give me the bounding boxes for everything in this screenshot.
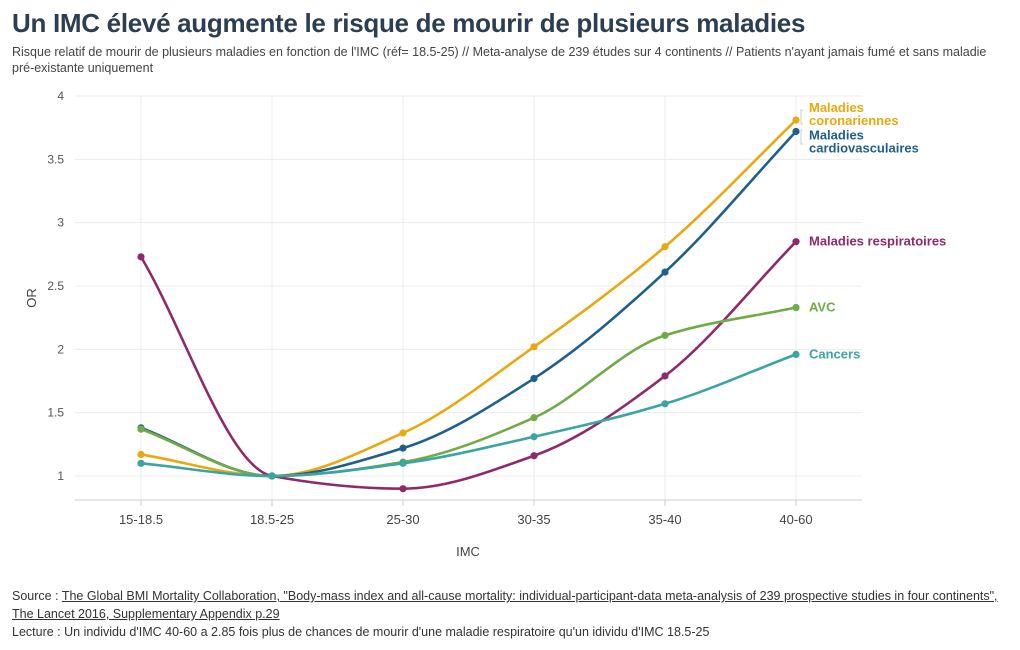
x-tick-label: 18.5-25 bbox=[250, 512, 294, 527]
x-tick-label: 25-30 bbox=[386, 512, 419, 527]
data-point-maladies-respiratoires bbox=[661, 372, 669, 380]
data-point-maladies-respiratoires bbox=[399, 485, 407, 493]
footer: Source : The Global BMI Mortality Collab… bbox=[12, 587, 1007, 641]
series-group bbox=[137, 116, 800, 493]
series-labels: MaladiescoronariennesMaladiescardiovascu… bbox=[800, 100, 946, 361]
chart-subtitle: Risque relatif de mourir de plusieurs ma… bbox=[12, 45, 987, 75]
y-tick-label: 1 bbox=[57, 469, 64, 483]
data-point-maladies-coronariennes bbox=[530, 343, 538, 351]
data-point-cancers bbox=[530, 433, 538, 441]
data-point-avc bbox=[792, 303, 800, 312]
y-tick-label: 2 bbox=[57, 342, 64, 356]
data-point-cancers bbox=[137, 459, 145, 467]
data-point-cancers bbox=[661, 400, 669, 408]
data-point-cancers bbox=[792, 350, 800, 358]
x-tick-label: 15-18.5 bbox=[119, 512, 163, 527]
series-line-maladies-respiratoires bbox=[139, 240, 798, 490]
y-tick-label: 2.5 bbox=[47, 279, 64, 293]
series-line-maladies-cardiovasculaires bbox=[139, 130, 798, 478]
label-leader bbox=[800, 109, 803, 125]
series-label-maladies-coronariennes: coronariennes bbox=[809, 113, 899, 128]
y-tick-label: 4 bbox=[57, 89, 64, 103]
data-point-avc bbox=[530, 414, 538, 422]
data-point-avc bbox=[137, 425, 145, 433]
series-label-maladies-coronariennes: Maladies bbox=[809, 100, 864, 115]
source-link[interactable]: The Global BMI Mortality Collaboration, … bbox=[12, 589, 998, 621]
y-axis-ticks: 1 1.5 2 2.5 3 3.5 4 bbox=[47, 89, 64, 483]
y-tick-label: 3.5 bbox=[47, 152, 64, 166]
data-point-maladies-respiratoires bbox=[530, 452, 538, 460]
data-point-maladies-respiratoires bbox=[792, 238, 800, 246]
source-line: Source : The Global BMI Mortality Collab… bbox=[12, 587, 1007, 623]
data-point-maladies-coronariennes bbox=[137, 450, 145, 459]
data-point-maladies-cardiovasculaires bbox=[792, 127, 800, 136]
data-point-maladies-coronariennes bbox=[661, 243, 669, 251]
data-point-cancers bbox=[399, 459, 407, 467]
data-point-cancers bbox=[268, 472, 276, 480]
y-tick-label: 3 bbox=[57, 216, 64, 230]
data-point-maladies-coronariennes bbox=[399, 429, 407, 437]
data-point-maladies-coronariennes bbox=[792, 116, 800, 124]
series-label-cancers: Cancers bbox=[809, 346, 860, 361]
data-point-maladies-cardiovasculaires bbox=[530, 374, 538, 383]
data-point-avc bbox=[661, 331, 669, 339]
series-line-maladies-coronariennes bbox=[139, 118, 798, 478]
source-prefix: Source : bbox=[12, 589, 62, 603]
x-tick-label: 30-35 bbox=[517, 512, 550, 527]
series-label-maladies-cardiovasculaires: cardiovasculaires bbox=[809, 140, 919, 155]
chart-title: Un IMC élevé augmente le risque de mouri… bbox=[12, 8, 806, 38]
data-point-maladies-respiratoires bbox=[137, 253, 145, 261]
series-line-cancers bbox=[139, 353, 798, 478]
x-tick-label: 35-40 bbox=[648, 512, 681, 527]
reading-note: Lecture : Un individu d'IMC 40-60 a 2.85… bbox=[12, 625, 710, 639]
label-leader bbox=[800, 129, 803, 145]
data-point-maladies-cardiovasculaires bbox=[661, 268, 669, 276]
y-tick-label: 1.5 bbox=[47, 406, 64, 420]
data-point-maladies-cardiovasculaires bbox=[399, 444, 407, 452]
series-label-maladies-respiratoires: Maladies respiratoires bbox=[809, 234, 946, 249]
x-tick-label: 40-60 bbox=[779, 512, 812, 527]
series-label-maladies-cardiovasculaires: Maladies bbox=[809, 127, 864, 142]
grid-lines bbox=[75, 95, 862, 500]
y-axis-label: OR bbox=[24, 288, 39, 308]
x-axis-ticks: 15-18.5 18.5-25 25-30 30-35 35-40 40-60 bbox=[119, 500, 813, 527]
x-axis-label: IMC bbox=[456, 544, 480, 559]
series-label-avc: AVC bbox=[809, 300, 836, 315]
